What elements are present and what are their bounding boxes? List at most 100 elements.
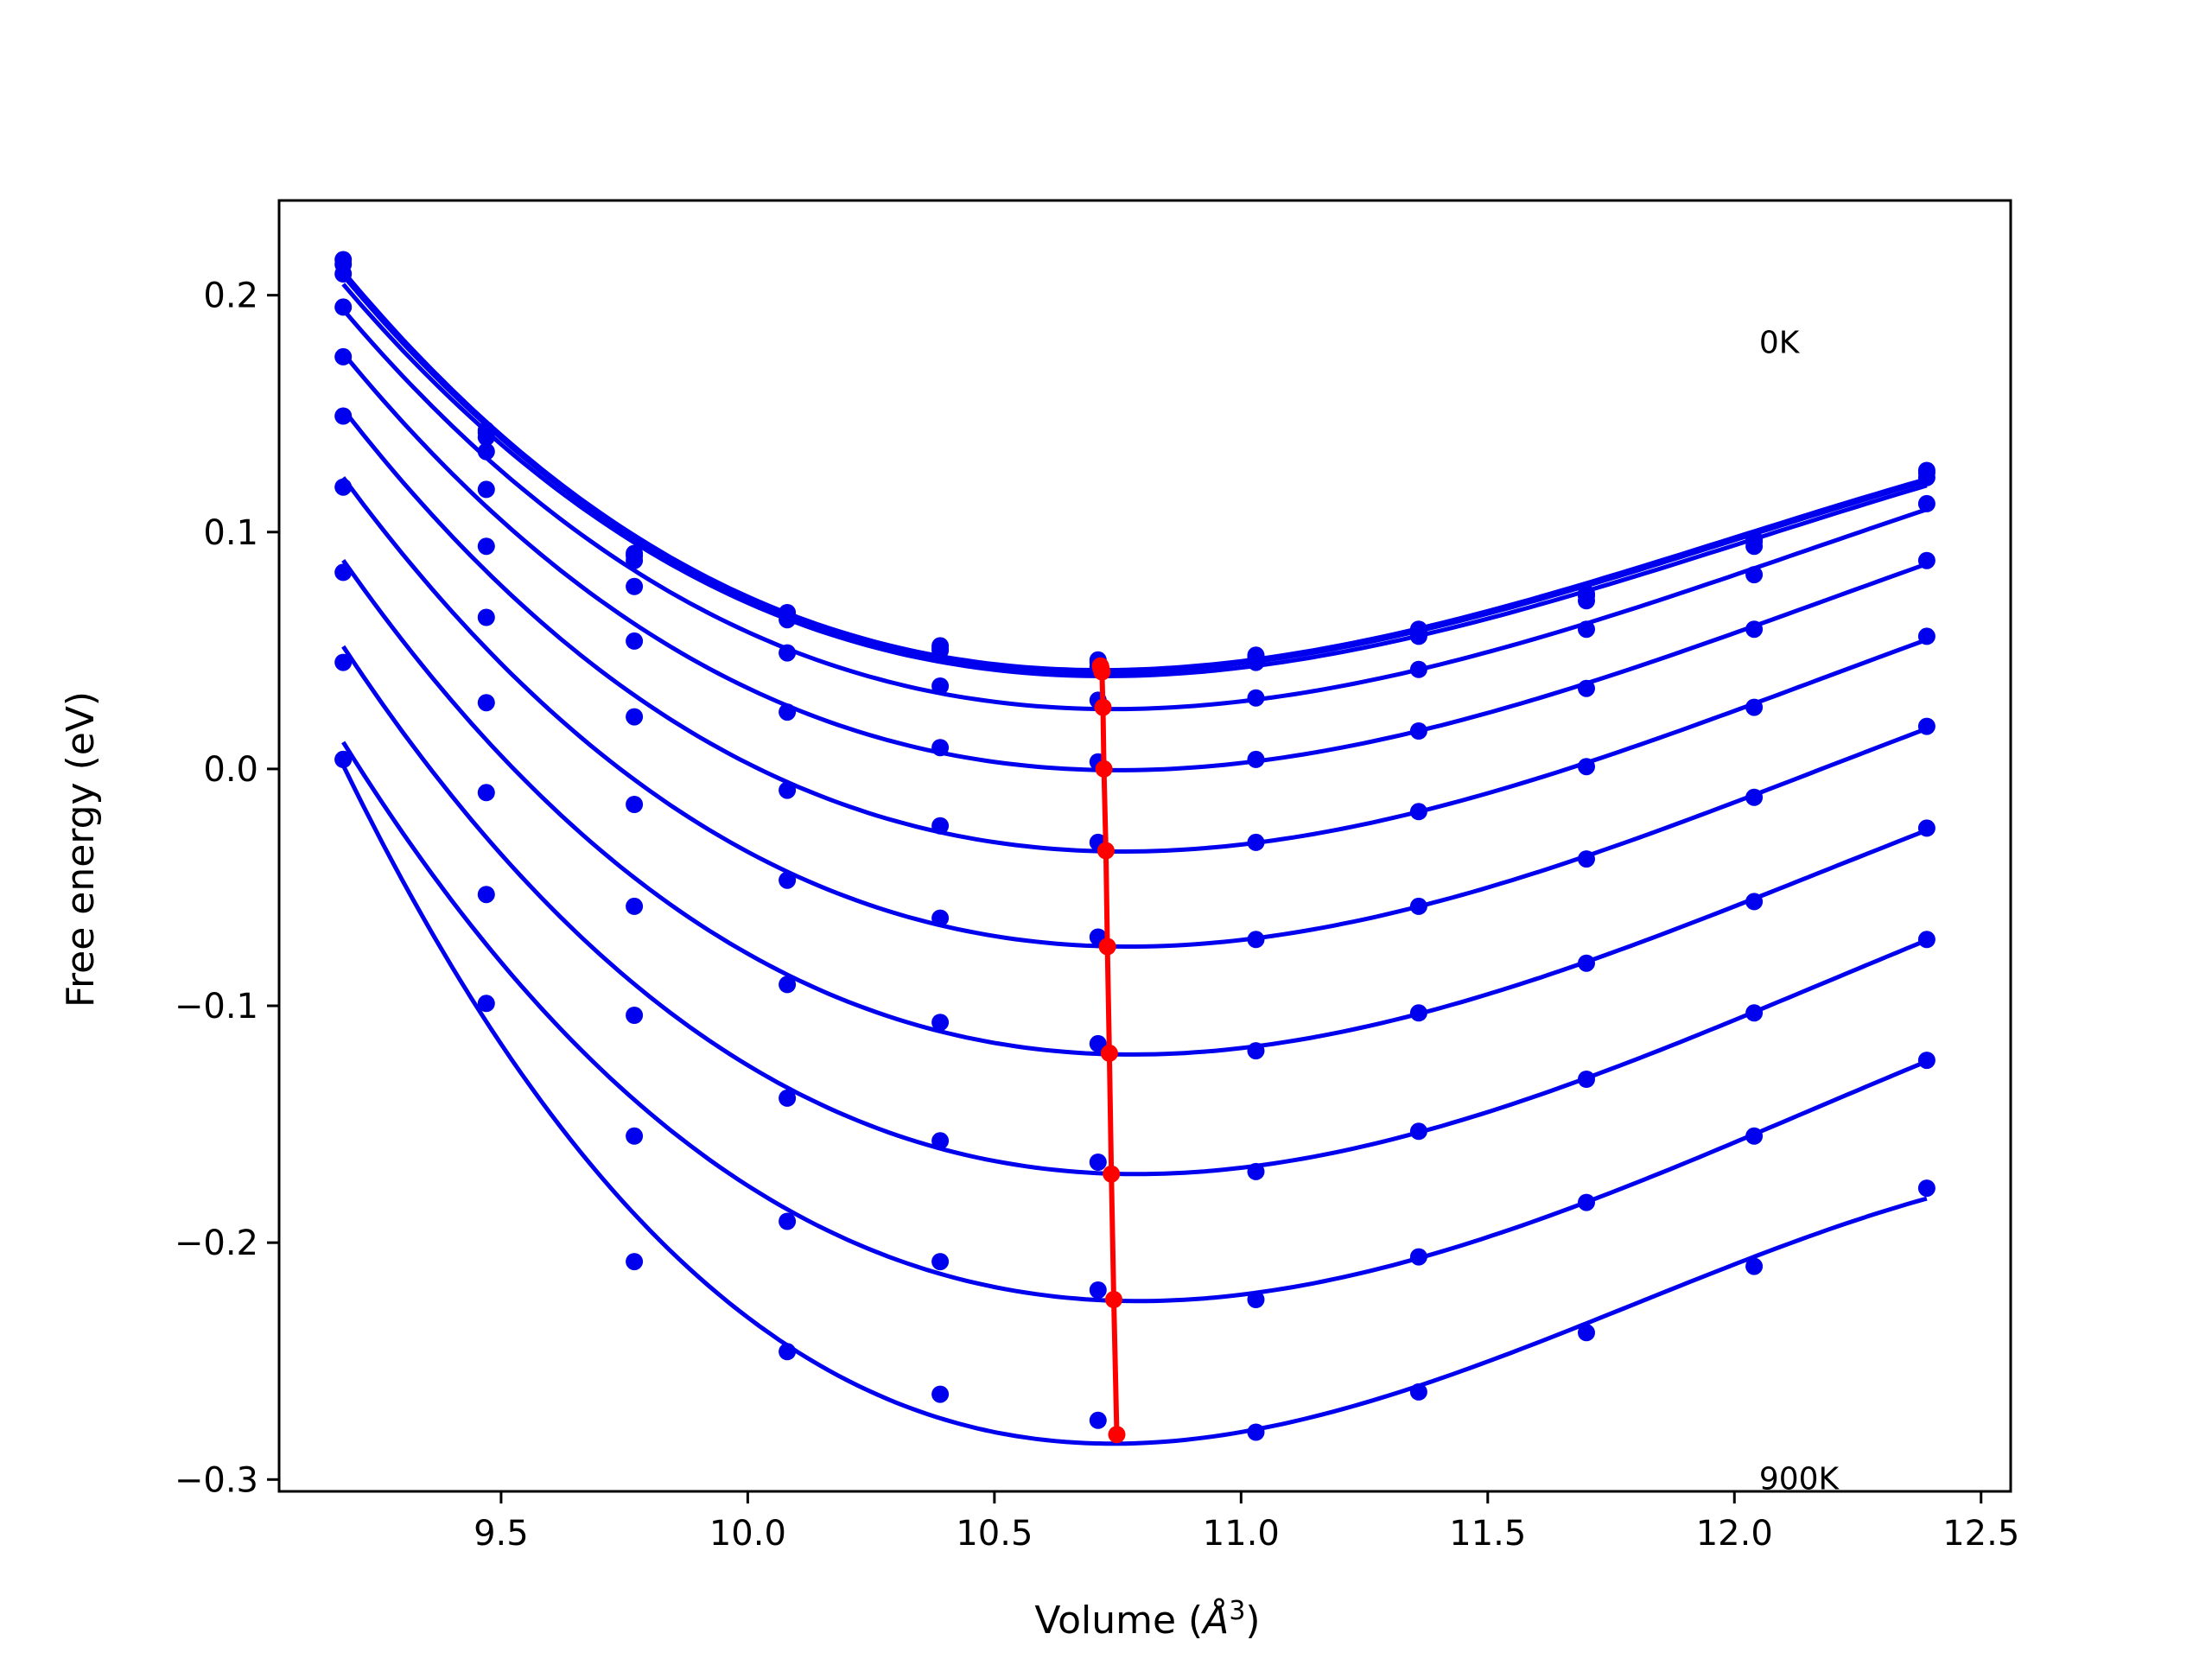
fit-curve-7 [341, 558, 1928, 1057]
minimum-point [1105, 1291, 1122, 1308]
data-point [779, 781, 797, 799]
x-tick-label: 12.0 [1696, 1514, 1773, 1554]
axes-frame [277, 199, 2012, 1493]
data-point [1578, 1193, 1595, 1211]
data-point [1917, 1052, 1936, 1070]
data-point [931, 909, 950, 927]
data-point [1745, 788, 1764, 806]
x-tick-label: 9.5 [474, 1514, 529, 1554]
data-point [1409, 1382, 1427, 1401]
minimum-point [1108, 1426, 1126, 1444]
data-point [1578, 758, 1595, 776]
data-point [1745, 1257, 1764, 1275]
minimum-point [1095, 760, 1113, 778]
data-point [334, 653, 353, 671]
data-point [626, 1127, 644, 1145]
data-point [1745, 1004, 1764, 1022]
data-point [1247, 931, 1265, 949]
data-point [477, 608, 495, 626]
fit-curve-5 [341, 408, 1928, 854]
data-point [1247, 750, 1265, 768]
data-point [1089, 1411, 1107, 1429]
data-point [477, 537, 495, 556]
data-point [1578, 679, 1595, 697]
minimum-point [1093, 663, 1111, 681]
data-point [626, 551, 644, 569]
data-point [334, 265, 353, 283]
data-point [1247, 1423, 1265, 1441]
data-point [477, 442, 495, 461]
data-point [1917, 551, 1936, 569]
fit-curve-1 [341, 274, 1928, 675]
data-point [1409, 1004, 1427, 1022]
x-tick-label: 10.5 [956, 1514, 1033, 1554]
data-point [1247, 689, 1265, 707]
data-point [1409, 722, 1427, 740]
x-tick-label: 10.0 [709, 1514, 786, 1554]
fit-curve-8 [341, 645, 1928, 1177]
data-point [779, 1089, 797, 1107]
x-axis-ticks: 9.5 10.0 10.5 11.0 11.5 12.0 12.5 [474, 1491, 2019, 1554]
data-point [931, 817, 950, 835]
x-tick-label: 11.0 [1203, 1514, 1280, 1554]
data-point [779, 644, 797, 662]
y-tick-label: −0.3 [175, 1460, 258, 1500]
minimum-point [1094, 698, 1112, 716]
data-point [334, 347, 353, 365]
data-point [1917, 468, 1936, 486]
data-point [477, 886, 495, 904]
data-point [477, 784, 495, 802]
data-point [1089, 1154, 1107, 1171]
x-tick-label: 11.5 [1449, 1514, 1526, 1554]
data-point [477, 995, 495, 1013]
data-point [1409, 660, 1427, 678]
y-tick-label: 0.0 [203, 750, 258, 790]
data-point [1089, 1281, 1107, 1299]
data-point [931, 1132, 950, 1150]
data-point [931, 641, 950, 659]
data-point [1578, 1071, 1595, 1088]
temperature-annotations: 0K 900K [1759, 325, 1840, 1497]
data-point [1917, 819, 1936, 837]
data-point [334, 298, 353, 316]
y-tick-label: 0.1 [203, 513, 258, 553]
y-tick-label: 0.2 [203, 276, 258, 316]
data-point [1578, 592, 1595, 610]
data-point [334, 407, 353, 425]
data-point [1247, 1162, 1265, 1180]
data-point [931, 677, 950, 695]
y-tick-label: −0.2 [175, 1224, 258, 1263]
data-point [1745, 537, 1764, 556]
data-point [1917, 627, 1936, 645]
fit-curve-2 [341, 283, 1928, 679]
data-point [779, 1343, 797, 1361]
data-point [1745, 620, 1764, 639]
data-point [1247, 653, 1265, 671]
data-point [477, 480, 495, 499]
data-point [1578, 1324, 1595, 1342]
data-point [626, 796, 644, 813]
data-point [931, 1014, 950, 1032]
data-point [1578, 620, 1595, 639]
data-point [626, 1253, 644, 1271]
fit-curve-10 [340, 764, 1928, 1446]
data-point [1578, 954, 1595, 972]
data-point [1409, 1248, 1427, 1266]
data-point [1745, 893, 1764, 911]
fit-curve-3 [341, 308, 1928, 712]
data-points [334, 251, 1936, 1441]
data-point [1917, 717, 1936, 735]
minimum-point [1100, 1044, 1118, 1062]
data-point [779, 611, 797, 629]
data-point [1247, 1291, 1265, 1308]
data-point [334, 563, 353, 582]
data-point [931, 1385, 950, 1403]
data-point [626, 632, 644, 650]
data-point [1247, 833, 1265, 851]
data-point [477, 694, 495, 712]
y-tick-label: −0.1 [175, 987, 258, 1027]
minimum-point [1096, 842, 1115, 860]
data-point [626, 1007, 644, 1024]
data-point [1917, 494, 1936, 512]
